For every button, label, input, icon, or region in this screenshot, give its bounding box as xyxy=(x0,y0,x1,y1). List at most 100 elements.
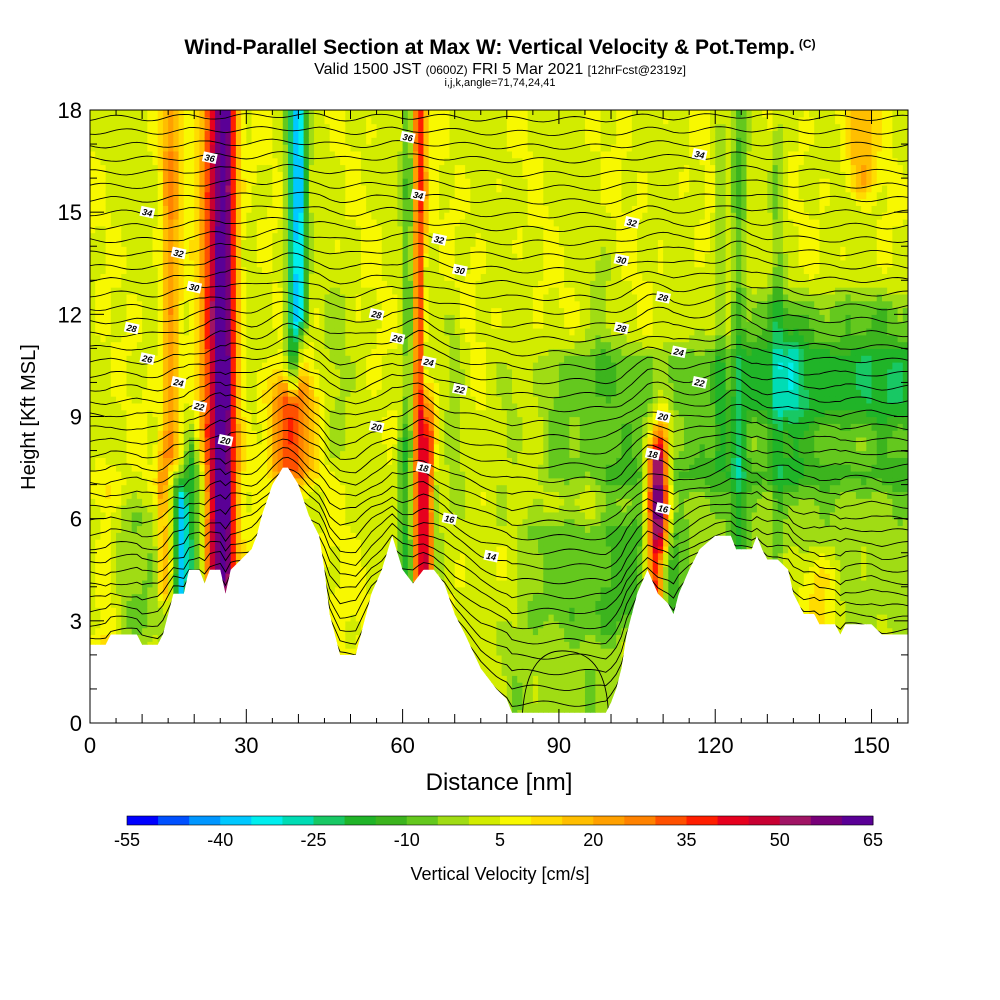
velocity-cell xyxy=(282,225,289,234)
velocity-cell xyxy=(366,198,372,206)
velocity-cell xyxy=(147,259,154,268)
velocity-cell xyxy=(116,259,122,268)
velocity-cell xyxy=(188,457,195,465)
velocity-cell xyxy=(371,334,378,343)
velocity-cell xyxy=(303,396,310,404)
velocity-cell xyxy=(225,498,232,506)
velocity-cell xyxy=(105,327,112,336)
velocity-cell xyxy=(152,307,159,315)
velocity-cell xyxy=(444,491,451,499)
velocity-cell xyxy=(251,532,258,540)
velocity-cell xyxy=(199,505,206,513)
velocity-cell xyxy=(251,423,258,431)
velocity-cell xyxy=(433,321,440,329)
velocity-cell xyxy=(272,362,279,370)
velocity-cell xyxy=(215,307,221,315)
velocity-cell xyxy=(121,300,128,309)
velocity-cell xyxy=(147,484,154,493)
velocity-cell xyxy=(402,157,409,166)
velocity-cell xyxy=(178,266,185,275)
velocity-cell xyxy=(261,327,268,336)
velocity-cell xyxy=(433,266,440,275)
velocity-cell xyxy=(282,348,289,356)
velocity-cell xyxy=(142,443,148,452)
velocity-cell xyxy=(220,171,227,179)
velocity-cell xyxy=(230,266,237,275)
velocity-cell xyxy=(235,137,242,145)
velocity-cell xyxy=(246,402,253,411)
velocity-cell xyxy=(157,634,164,642)
velocity-cell xyxy=(439,293,445,302)
velocity-cell xyxy=(152,355,159,363)
velocity-cell xyxy=(340,300,346,309)
velocity-cell xyxy=(350,586,357,595)
velocity-cell xyxy=(157,307,164,315)
velocity-cell xyxy=(355,232,362,241)
velocity-cell xyxy=(345,484,352,493)
velocity-cell xyxy=(215,416,221,424)
velocity-cell xyxy=(157,355,164,363)
velocity-cell xyxy=(162,491,169,499)
velocity-cell xyxy=(215,464,221,472)
velocity-cell xyxy=(246,375,253,384)
velocity-cell xyxy=(173,110,180,111)
velocity-cell xyxy=(366,287,372,295)
velocity-cell xyxy=(131,477,138,486)
velocity-cell xyxy=(105,382,112,390)
velocity-cell xyxy=(136,511,143,520)
velocity-cell xyxy=(334,477,341,486)
velocity-cell xyxy=(121,191,128,200)
velocity-cell xyxy=(152,423,159,431)
valid-date: FRI 5 Mar 2021 xyxy=(472,61,584,78)
velocity-cell xyxy=(324,368,331,377)
velocity-cell xyxy=(261,314,268,322)
velocity-cell xyxy=(105,232,112,241)
velocity-cell xyxy=(215,239,221,247)
velocity-cell xyxy=(277,368,284,377)
velocity-cell xyxy=(95,334,102,343)
velocity-cell xyxy=(183,457,190,465)
velocity-cell xyxy=(105,123,112,132)
velocity-cell xyxy=(100,484,107,493)
velocity-cell xyxy=(371,110,378,118)
velocity-cell xyxy=(407,505,414,513)
velocity-cell xyxy=(402,287,409,295)
velocity-cell xyxy=(261,253,268,261)
velocity-cell xyxy=(116,586,122,595)
velocity-cell xyxy=(152,239,159,247)
velocity-cell xyxy=(345,259,352,268)
velocity-cell xyxy=(392,327,398,336)
velocity-cell xyxy=(235,157,242,166)
velocity-cell xyxy=(386,321,393,329)
velocity-cell xyxy=(204,491,211,499)
velocity-cell xyxy=(199,266,206,275)
velocity-cell xyxy=(392,273,398,281)
velocity-cell xyxy=(136,566,143,574)
velocity-cell xyxy=(121,375,128,384)
velocity-cell xyxy=(152,593,159,601)
velocity-cell xyxy=(100,498,107,506)
velocity-cell xyxy=(277,409,284,418)
velocity-cell xyxy=(428,559,435,567)
velocity-cell xyxy=(168,423,174,431)
velocity-cell xyxy=(251,464,258,472)
velocity-cell xyxy=(136,321,143,329)
velocity-cell xyxy=(444,246,451,254)
velocity-cell xyxy=(418,559,425,567)
velocity-cell xyxy=(147,334,154,343)
velocity-cell xyxy=(407,280,414,288)
velocity-cell xyxy=(147,184,154,193)
velocity-cell xyxy=(324,246,331,254)
velocity-cell xyxy=(215,362,221,370)
velocity-cell xyxy=(90,641,96,649)
velocity-cell xyxy=(157,423,164,431)
velocity-cell xyxy=(293,110,300,118)
velocity-cell xyxy=(251,539,258,547)
velocity-cell xyxy=(392,110,398,111)
velocity-cell xyxy=(105,627,112,636)
velocity-cell xyxy=(449,573,456,581)
velocity-cell xyxy=(381,205,388,213)
velocity-cell xyxy=(360,198,367,206)
velocity-cell xyxy=(209,273,216,281)
